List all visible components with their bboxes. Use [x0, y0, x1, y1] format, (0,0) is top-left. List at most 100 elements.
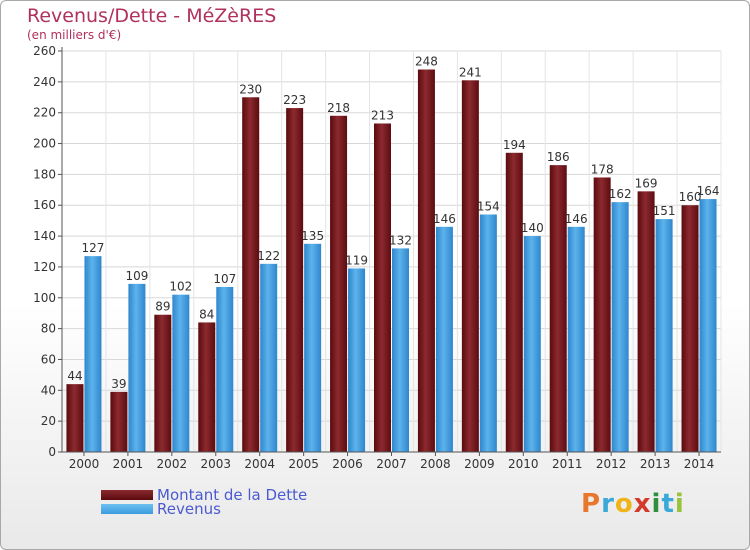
x-tick-label: 2012 — [596, 457, 627, 471]
data-label-revenus: 162 — [609, 187, 632, 201]
x-tick-label: 2003 — [200, 457, 231, 471]
x-tick-label: 2007 — [376, 457, 407, 471]
chart-subtitle: (en milliers d'€) — [27, 28, 122, 42]
bar-revenus — [699, 199, 717, 452]
bar-revenus — [348, 268, 366, 452]
data-label-revenus: 102 — [169, 280, 192, 294]
x-tick-label: 2006 — [332, 457, 363, 471]
bar-dette — [681, 205, 699, 452]
x-tick-label: 2010 — [508, 457, 539, 471]
logo-letter: i — [651, 489, 662, 519]
data-label-revenus: 107 — [213, 272, 236, 286]
legend-swatch-dette — [101, 490, 153, 500]
bar-dette — [66, 384, 84, 452]
legend-label-revenus: Revenus — [157, 500, 221, 518]
chart-title: Revenus/Dette - MéZèRES — [27, 5, 277, 27]
y-tick-label: 80 — [41, 322, 56, 336]
data-label-revenus: 127 — [82, 241, 105, 255]
data-label-dette: 213 — [371, 108, 394, 122]
x-tick-label: 2008 — [420, 457, 451, 471]
y-tick-label: 220 — [33, 106, 56, 120]
x-tick-label: 2013 — [640, 457, 671, 471]
x-tick-label: 2004 — [244, 457, 275, 471]
y-tick-label: 120 — [33, 260, 56, 274]
x-tick-label: 2001 — [113, 457, 144, 471]
data-label-dette: 169 — [635, 176, 658, 190]
data-label-revenus: 151 — [653, 204, 676, 218]
data-label-revenus: 109 — [125, 269, 148, 283]
data-label-revenus: 146 — [565, 212, 588, 226]
logo-letter: o — [614, 489, 634, 519]
bar-dette — [505, 152, 523, 453]
bar-revenus — [172, 294, 190, 452]
data-label-dette: 178 — [591, 162, 614, 176]
y-tick-label: 160 — [33, 198, 56, 212]
y-tick-label: 0 — [48, 445, 56, 459]
logo-letter: x — [633, 489, 652, 519]
bar-revenus — [567, 226, 585, 452]
y-tick-label: 100 — [33, 291, 56, 305]
bar-revenus — [84, 256, 102, 452]
data-label-revenus: 146 — [433, 212, 456, 226]
data-label-revenus: 154 — [477, 199, 500, 213]
bar-revenus — [128, 283, 146, 452]
bar-dette — [549, 165, 567, 452]
x-tick-label: 2002 — [157, 457, 188, 471]
legend-swatch-revenus — [101, 504, 153, 514]
data-labels: 44 127 39 109 89 102 84 107 230 122 223 135 218 119 21… — [67, 55, 719, 391]
bar-dette — [461, 80, 479, 453]
bar-revenus — [611, 202, 629, 452]
data-label-revenus: 132 — [389, 233, 412, 247]
y-tick-label: 180 — [33, 167, 56, 181]
legend-item-dette: Montant de la Dette — [101, 486, 307, 504]
bar-dette — [374, 123, 391, 452]
data-label-dette: 241 — [459, 65, 482, 79]
bar-revenus — [392, 248, 409, 452]
logo-letter: P — [581, 489, 602, 519]
bar-dette — [593, 177, 611, 452]
x-tick-label: 2009 — [464, 457, 495, 471]
bar-revenus — [304, 243, 322, 452]
bar-dette — [286, 108, 304, 453]
bar-revenus — [260, 263, 278, 452]
data-label-revenus: 135 — [301, 229, 324, 243]
data-label-dette: 194 — [503, 138, 526, 152]
y-tick-label: 40 — [41, 383, 56, 397]
data-label-revenus: 164 — [697, 184, 720, 198]
data-label-dette: 186 — [547, 150, 570, 164]
data-label-dette: 160 — [679, 190, 702, 204]
bar-revenus — [655, 219, 673, 452]
y-tick-label: 140 — [33, 229, 56, 243]
bar-dette — [154, 314, 172, 452]
data-label-revenus: 140 — [521, 221, 544, 235]
axes: 0 20 40 60 80 100 120 140 160 180 200 220 240 260 2000… — [33, 44, 721, 471]
data-label-revenus: 122 — [257, 249, 280, 263]
logo-letter: i — [674, 489, 685, 519]
bar-revenus — [216, 286, 234, 452]
y-tick-label: 200 — [33, 137, 56, 151]
x-tick-label: 2011 — [552, 457, 583, 471]
bar-revenus — [523, 236, 541, 452]
bars — [66, 69, 717, 453]
bar-revenus — [435, 226, 453, 452]
y-tick-label: 20 — [41, 414, 56, 428]
logo-letter: t — [661, 489, 675, 519]
bar-dette — [330, 115, 348, 453]
data-label-dette: 89 — [155, 300, 170, 314]
bar-dette — [417, 69, 435, 452]
x-tick-label: 2005 — [288, 457, 319, 471]
data-label-dette: 44 — [67, 369, 82, 383]
data-label-dette: 230 — [239, 82, 262, 96]
proxiti-logo: Proxiti — [581, 489, 685, 519]
bar-dette — [637, 191, 655, 452]
y-tick-label: 260 — [33, 44, 56, 58]
bar-dette — [198, 322, 216, 452]
data-label-dette: 218 — [327, 101, 350, 115]
data-label-dette: 248 — [415, 55, 438, 69]
legend-item-revenus: Revenus — [101, 500, 221, 518]
x-tick-label: 2000 — [69, 457, 100, 471]
x-tick-label: 2014 — [684, 457, 715, 471]
data-label-dette: 223 — [283, 93, 306, 107]
